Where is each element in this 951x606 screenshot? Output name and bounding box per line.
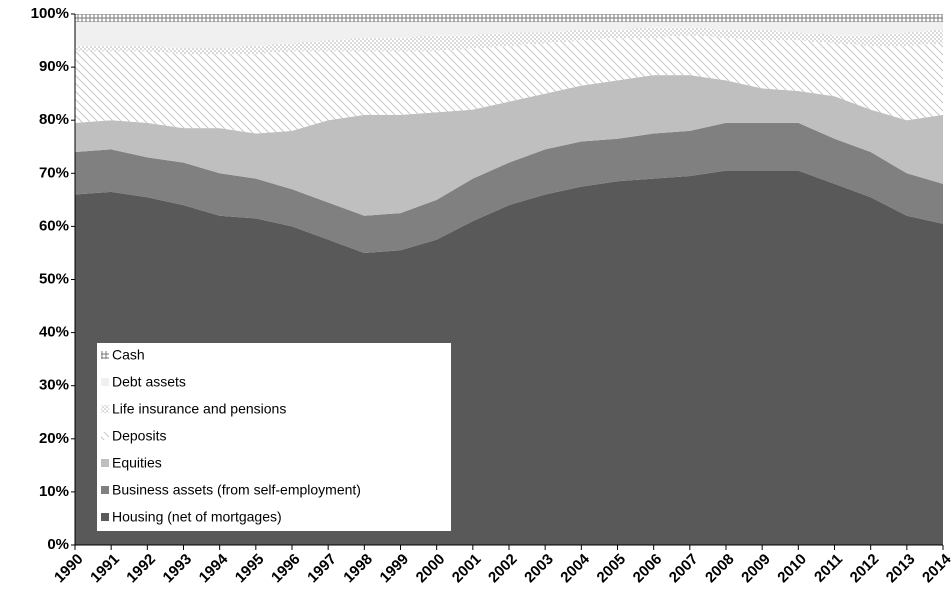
area <box>75 27 943 54</box>
y-tick-label: 80% <box>39 111 69 128</box>
legend-swatch <box>101 432 109 440</box>
y-tick-label: 10% <box>39 483 69 500</box>
y-tick-label: 90% <box>39 58 69 75</box>
y-tick-label: 40% <box>39 324 69 341</box>
legend-swatch <box>101 459 109 467</box>
legend-swatch <box>101 405 109 413</box>
legend-swatch <box>101 513 109 521</box>
legend-label: Equities <box>112 455 162 471</box>
x-tick-label: 2011 <box>811 551 846 586</box>
x-tick-label: 1991 <box>87 551 123 587</box>
x-tick-label: 2003 <box>521 551 557 587</box>
x-tick-label: 1990 <box>51 551 87 587</box>
x-tick-label: 2004 <box>557 550 593 586</box>
y-tick-label: 0% <box>47 536 69 553</box>
y-tick-label: 20% <box>39 430 69 447</box>
area <box>75 35 943 134</box>
x-tick-label: 1992 <box>123 551 159 587</box>
x-tick-label: 1995 <box>232 551 268 587</box>
legend-label: Housing (net of mortgages) <box>112 509 282 525</box>
y-tick-label: 70% <box>39 164 69 181</box>
area <box>75 75 943 216</box>
area <box>75 21 943 49</box>
legend-swatch <box>101 351 109 359</box>
x-tick-label: 2006 <box>630 551 666 587</box>
x-tick-label: 2009 <box>738 551 774 587</box>
x-tick-label: 1993 <box>160 551 196 587</box>
area <box>75 14 943 22</box>
legend-label: Debt assets <box>112 374 186 390</box>
x-tick-label: 1997 <box>304 551 340 587</box>
x-tick-label: 2013 <box>883 551 919 587</box>
area <box>75 122 943 253</box>
x-tick-label: 1998 <box>340 551 376 587</box>
x-tick-label: 2000 <box>413 551 449 587</box>
x-tick-label: 2012 <box>847 551 883 587</box>
x-tick-label: 2010 <box>774 551 810 587</box>
y-tick-label: 50% <box>39 270 69 287</box>
legend-box <box>97 343 451 531</box>
x-tick-label: 1994 <box>196 550 232 586</box>
x-tick-label: 1999 <box>377 551 413 587</box>
x-tick-label: 2005 <box>594 551 630 587</box>
y-tick-label: 100% <box>31 5 69 22</box>
legend-swatch <box>101 378 109 386</box>
legend-label: Deposits <box>112 428 166 444</box>
x-tick-label: 2008 <box>702 551 738 587</box>
legend-label: Cash <box>112 347 145 363</box>
y-tick-label: 60% <box>39 217 69 234</box>
x-tick-label: 2014 <box>919 550 951 586</box>
x-tick-label: 2007 <box>666 551 702 587</box>
x-tick-label: 2001 <box>449 551 485 587</box>
legend-swatch <box>101 486 109 494</box>
legend-label: Business assets (from self-employment) <box>112 482 361 498</box>
x-tick-label: 1996 <box>268 551 304 587</box>
y-tick-label: 30% <box>39 377 69 394</box>
x-tick-label: 2002 <box>485 551 521 587</box>
legend-label: Life insurance and pensions <box>112 401 286 417</box>
